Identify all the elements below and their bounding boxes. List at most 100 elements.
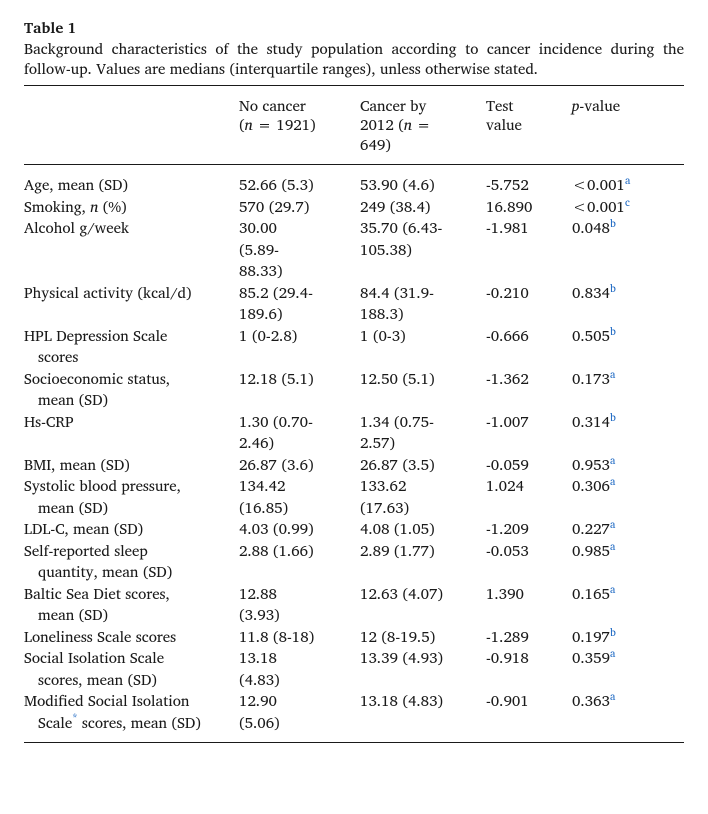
footnote-superscript: a bbox=[610, 472, 615, 490]
cell-no-cancer: 1 (0-2.8) bbox=[239, 325, 360, 347]
cell-no-cancer: 52.66 (5.3) bbox=[239, 165, 360, 196]
row-label: mean (SD) bbox=[24, 497, 239, 519]
cell-cancer bbox=[360, 346, 486, 368]
footnote-superscript: a bbox=[610, 687, 615, 705]
cell-no-cancer: 4.03 (0.99) bbox=[239, 518, 360, 540]
row-label: Alcohol g/week bbox=[24, 217, 239, 239]
cell-cancer: 12 (8-19.5) bbox=[360, 626, 486, 648]
cell-p-value: 0.985a bbox=[572, 540, 684, 562]
cell-test-value: -0.059 bbox=[486, 454, 572, 476]
footnote-superscript: a bbox=[610, 644, 615, 662]
cell-cancer bbox=[360, 712, 486, 743]
row-label: HPL Depression Scale bbox=[24, 325, 239, 347]
cell-no-cancer: 30.00 bbox=[239, 217, 360, 239]
cell-no-cancer: (16.85) bbox=[239, 497, 360, 519]
row-label bbox=[24, 432, 239, 454]
row-label: mean (SD) bbox=[24, 389, 239, 411]
footnote-superscript: b bbox=[610, 279, 616, 297]
table-row: Socioeconomic status,12.18 (5.1)12.50 (5… bbox=[24, 368, 684, 390]
cell-cancer: 4.08 (1.05) bbox=[360, 518, 486, 540]
cell-cancer bbox=[360, 604, 486, 626]
row-label: Social Isolation Scale bbox=[24, 647, 239, 669]
cell-test-value: -1.209 bbox=[486, 518, 572, 540]
cell-no-cancer: 2.46) bbox=[239, 432, 360, 454]
footnote-superscript: b bbox=[610, 623, 616, 641]
cell-test-value: -1.007 bbox=[486, 411, 572, 433]
row-label: quantity, mean (SD) bbox=[24, 561, 239, 583]
cell-no-cancer: 26.87 (3.6) bbox=[239, 454, 360, 476]
row-label bbox=[24, 303, 239, 325]
table-row: Social Isolation Scale13.1813.39 (4.93)-… bbox=[24, 647, 684, 669]
cell-cancer: 1 (0-3) bbox=[360, 325, 486, 347]
table-row: HPL Depression Scale1 (0-2.8)1 (0-3)-0.6… bbox=[24, 325, 684, 347]
cell-cancer bbox=[360, 669, 486, 691]
cell-p-value bbox=[572, 432, 684, 454]
cell-cancer: 13.39 (4.93) bbox=[360, 647, 486, 669]
cell-p-value: 0.834b bbox=[572, 282, 684, 304]
cell-test-value bbox=[486, 497, 572, 519]
cell-cancer: 105.38) bbox=[360, 239, 486, 261]
cell-no-cancer: 85.2 (29.4- bbox=[239, 282, 360, 304]
cell-test-value: -0.901 bbox=[486, 690, 572, 712]
cell-test-value bbox=[486, 389, 572, 411]
cell-p-value: 0.314b bbox=[572, 411, 684, 433]
row-label: Socioeconomic status, bbox=[24, 368, 239, 390]
cell-no-cancer: 189.6) bbox=[239, 303, 360, 325]
table-row: (5.89-105.38) bbox=[24, 239, 684, 261]
header-test-value: Testvalue bbox=[486, 85, 572, 165]
cell-p-value: <0.001a bbox=[572, 165, 684, 196]
table-row: Loneliness Scale scores11.8 (8-18)12 (8-… bbox=[24, 626, 684, 648]
table-row: 2.46)2.57) bbox=[24, 432, 684, 454]
cell-cancer: 249 (38.4) bbox=[360, 196, 486, 218]
header-p-value: p-value bbox=[572, 85, 684, 165]
table-title: Table 1 bbox=[24, 18, 684, 38]
row-label: mean (SD) bbox=[24, 604, 239, 626]
table-row: scores bbox=[24, 346, 684, 368]
table-row: mean (SD)(3.93) bbox=[24, 604, 684, 626]
cell-test-value bbox=[486, 239, 572, 261]
cell-p-value: 0.165a bbox=[572, 583, 684, 605]
footnote-superscript: b bbox=[610, 408, 616, 426]
cell-no-cancer: 88.33) bbox=[239, 260, 360, 282]
cell-no-cancer: 13.18 bbox=[239, 647, 360, 669]
cell-cancer bbox=[360, 561, 486, 583]
table-caption: Background characteristics of the study … bbox=[24, 39, 684, 79]
footnote-superscript: a bbox=[625, 171, 630, 189]
row-label: Systolic blood pressure, bbox=[24, 475, 239, 497]
row-label: scores, mean (SD) bbox=[24, 669, 239, 691]
table-body: Age, mean (SD)52.66 (5.3)53.90 (4.6)-5.7… bbox=[24, 165, 684, 743]
header-cancer: Cancer by 2012 (n = 649) bbox=[360, 85, 486, 165]
cell-cancer: 35.70 (6.43- bbox=[360, 217, 486, 239]
cell-no-cancer bbox=[239, 346, 360, 368]
table-row: Alcohol g/week30.0035.70 (6.43--1.9810.0… bbox=[24, 217, 684, 239]
cell-no-cancer: 12.88 bbox=[239, 583, 360, 605]
table-row: BMI, mean (SD)26.87 (3.6)26.87 (3.5)-0.0… bbox=[24, 454, 684, 476]
cell-no-cancer: 12.90 bbox=[239, 690, 360, 712]
table-header: No cancer (n = 1921) Cancer by 2012 (n =… bbox=[24, 85, 684, 165]
footnote-superscript: a bbox=[610, 451, 615, 469]
cell-p-value: 0.505b bbox=[572, 325, 684, 347]
cell-p-value: 0.306a bbox=[572, 475, 684, 497]
cell-no-cancer: 134.42 bbox=[239, 475, 360, 497]
cell-test-value bbox=[486, 604, 572, 626]
table-row: Hs-CRP1.30 (0.70-1.34 (0.75--1.0070.314b bbox=[24, 411, 684, 433]
row-label bbox=[24, 260, 239, 282]
row-label: Smoking, n (%) bbox=[24, 196, 239, 218]
row-label: Hs-CRP bbox=[24, 411, 239, 433]
cell-p-value: 0.227a bbox=[572, 518, 684, 540]
cell-cancer: 2.89 (1.77) bbox=[360, 540, 486, 562]
cell-test-value: 16.890 bbox=[486, 196, 572, 218]
table-row: Age, mean (SD)52.66 (5.3)53.90 (4.6)-5.7… bbox=[24, 165, 684, 196]
footnote-superscript: b bbox=[610, 322, 616, 340]
cell-p-value: 0.363a bbox=[572, 690, 684, 712]
row-label: Baltic Sea Diet scores, bbox=[24, 583, 239, 605]
cell-no-cancer bbox=[239, 389, 360, 411]
cell-no-cancer: (3.93) bbox=[239, 604, 360, 626]
characteristics-table: No cancer (n = 1921) Cancer by 2012 (n =… bbox=[24, 85, 684, 744]
cell-cancer bbox=[360, 389, 486, 411]
cell-p-value: 0.048b bbox=[572, 217, 684, 239]
cell-test-value: -5.752 bbox=[486, 165, 572, 196]
cell-p-value bbox=[572, 346, 684, 368]
cell-test-value bbox=[486, 432, 572, 454]
cell-cancer: (17.63) bbox=[360, 497, 486, 519]
